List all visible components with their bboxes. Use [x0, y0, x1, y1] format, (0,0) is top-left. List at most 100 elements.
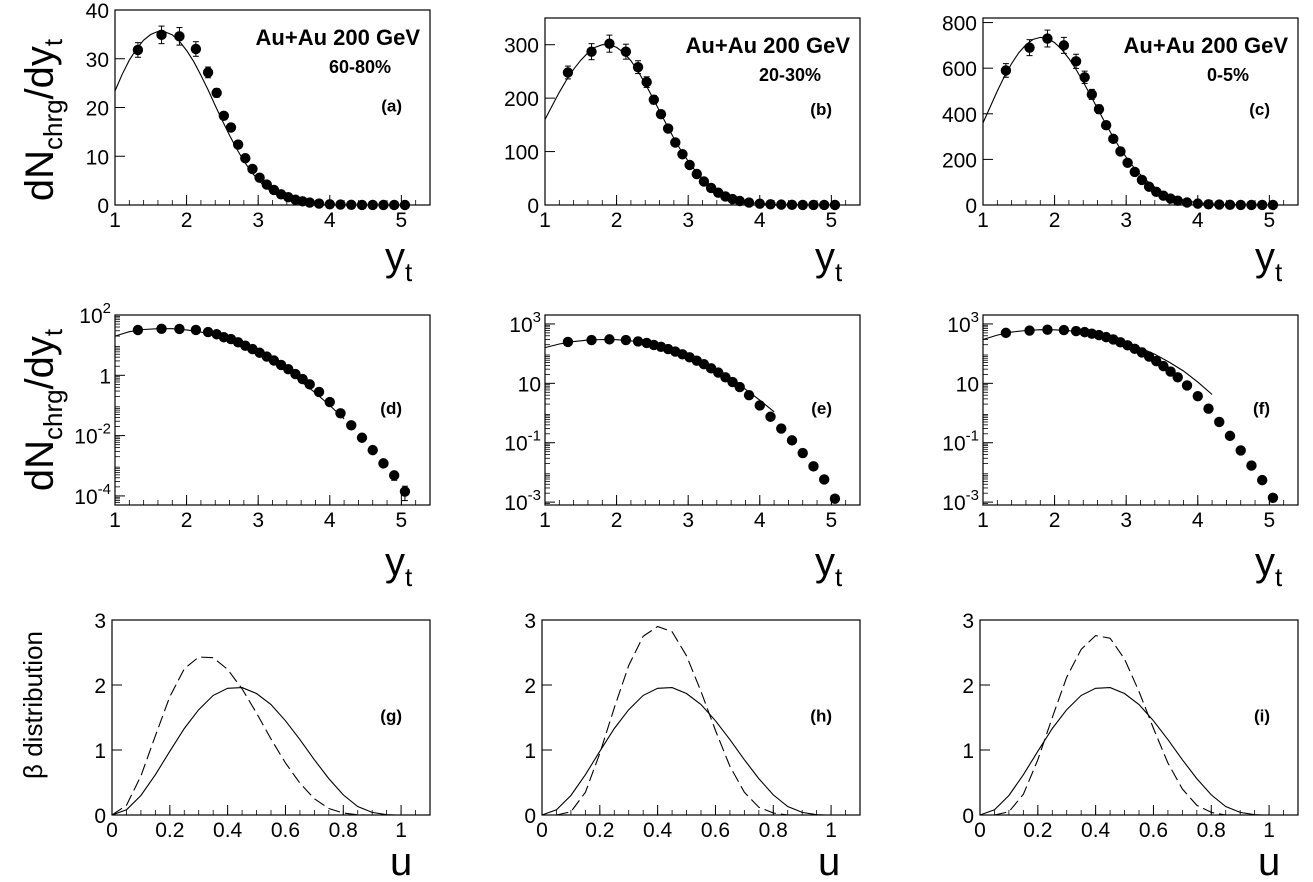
data-point	[829, 493, 841, 504]
data-point	[734, 195, 745, 207]
data-point	[1181, 380, 1193, 391]
y-tick-label: 100	[504, 142, 539, 165]
x-tick-label: 3	[1120, 209, 1132, 232]
x-tick-label: 0.6	[271, 819, 300, 842]
data-point	[698, 176, 710, 187]
y-tick-label: 200	[942, 149, 977, 172]
data-point	[754, 400, 765, 411]
annotation-system: Au+Au 200 GeV	[256, 25, 421, 50]
x-tick-label: 3	[682, 209, 694, 232]
solid-curve	[114, 30, 405, 206]
y-tick-label: 600	[942, 58, 977, 81]
data-point	[562, 336, 574, 348]
panel-label: (b)	[810, 100, 832, 119]
data-point	[1181, 197, 1193, 208]
x-tick-label: 4	[324, 209, 336, 232]
x-tick-label: 0.2	[155, 819, 184, 842]
ylabel-row1: dNchrg/dyt	[18, 38, 68, 201]
data-point	[1267, 199, 1279, 211]
data-point	[240, 153, 251, 164]
data-point	[1267, 492, 1279, 503]
xlabel-g: u	[390, 840, 412, 882]
dashed-curve	[111, 656, 367, 816]
y-tick-label: 1	[99, 365, 111, 388]
x-tick-label: 0.6	[1139, 819, 1168, 842]
y-tick-label: 0	[527, 195, 539, 218]
x-tick-label: 1	[539, 209, 551, 232]
y-tick-label: 10-3	[504, 487, 541, 515]
data-point	[378, 458, 389, 469]
x-tick-label: 1	[395, 819, 407, 842]
panel-label: (g)	[380, 706, 402, 725]
solid-curve	[544, 44, 835, 206]
solid-curve	[541, 687, 826, 816]
panel-g: 0 0.2 0.4 0.6 0.8 1 0 1 2 3 (g)	[94, 610, 431, 842]
data-point	[1203, 199, 1214, 210]
data-point	[1214, 416, 1225, 428]
data-point	[261, 179, 272, 190]
data-point	[1172, 372, 1183, 383]
y-tick-label: 0	[524, 805, 536, 828]
data-point	[346, 420, 357, 431]
x-tick-label: 0	[106, 819, 118, 842]
xlabel-e: yt	[815, 540, 843, 592]
data-point	[1165, 366, 1176, 377]
x-tick-label: 5	[826, 509, 838, 532]
x-tick-label: 5	[396, 209, 408, 232]
data-point	[247, 163, 258, 175]
data-point	[797, 447, 808, 459]
x-tick-label: 4	[1192, 209, 1204, 232]
data-point	[632, 61, 644, 73]
data-point	[562, 67, 574, 78]
data-point	[829, 199, 841, 211]
data-point	[211, 87, 222, 99]
data-point	[356, 432, 368, 443]
data-point	[1000, 65, 1012, 76]
data-point	[765, 411, 776, 422]
annotation-system: Au+Au 200 GeV	[1124, 33, 1289, 58]
data-point	[586, 46, 597, 57]
x-tick-label: 1	[1263, 819, 1275, 842]
data-point	[174, 31, 185, 42]
y-tick-label: 10-4	[74, 481, 111, 509]
x-tick-label: 2	[611, 209, 623, 232]
y-tick-label: 1	[524, 740, 536, 763]
y-tick-label: 10-1	[504, 428, 541, 456]
data-point	[1224, 430, 1236, 442]
x-tick-label: 2	[611, 509, 623, 532]
ylabel-row3: β distribution	[18, 631, 48, 779]
y-tick-label: 800	[942, 13, 977, 36]
x-tick-label: 3	[682, 509, 694, 532]
y-tick-label: 300	[504, 35, 539, 58]
panel-f: 1 2 3 4 5 10-3 10-1 10 103 (f)	[942, 309, 1299, 532]
data-point	[225, 122, 237, 133]
panel-h: 0 0.2 0.4 0.6 0.8 1 0 1 2 3 (h)	[524, 610, 861, 842]
panel-label: (d)	[380, 399, 402, 418]
data-point	[190, 324, 202, 336]
annotation-centrality: 20-30%	[759, 65, 821, 85]
y-tick-label: 10-3	[942, 487, 979, 515]
panel-i: 0 0.2 0.4 0.6 0.8 1 0 1 2 3 (i)	[962, 610, 1299, 842]
data-point	[399, 199, 411, 211]
x-tick-label: 1	[109, 209, 121, 232]
panel-d: 1 2 3 4 5 10-4 10-2 1 102 (d)	[74, 300, 431, 532]
solid-curve	[544, 338, 775, 413]
y-tick-label: 3	[962, 610, 974, 633]
y-tick-label: 10	[956, 373, 979, 396]
y-tick-label: 1	[94, 740, 106, 763]
data-point	[304, 197, 315, 208]
data-point	[1235, 445, 1246, 456]
xlabel-h: u	[818, 840, 840, 882]
data-point	[132, 44, 144, 56]
x-tick-label: 2	[181, 209, 193, 232]
x-tick-label: 5	[1264, 509, 1276, 532]
data-point	[1246, 460, 1257, 471]
data-point	[1129, 166, 1140, 178]
data-point	[389, 470, 400, 481]
panel-label: (h)	[810, 706, 832, 725]
y-tick-label: 2	[524, 675, 536, 698]
xlabel-f: yt	[1255, 540, 1283, 592]
data-point	[808, 461, 819, 472]
y-tick-label: 0	[965, 195, 977, 218]
